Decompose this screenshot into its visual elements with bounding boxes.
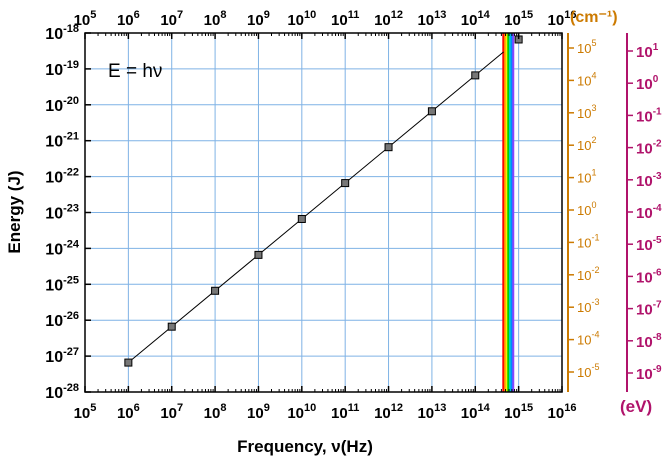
ev-tick-label: 10-8 bbox=[636, 332, 662, 351]
data-point bbox=[167, 322, 176, 331]
visible-band-stripe bbox=[510, 33, 513, 392]
x-tick-label: 1016 bbox=[548, 402, 577, 422]
fit-line bbox=[128, 51, 504, 363]
ev-tick-label: 10-7 bbox=[636, 300, 662, 319]
visible-band-stripe bbox=[508, 33, 511, 392]
visible-band-stripe bbox=[505, 33, 508, 392]
data-point bbox=[211, 286, 220, 295]
x-tick-label: 107 bbox=[160, 402, 183, 422]
data-point bbox=[384, 143, 393, 152]
data-point bbox=[341, 179, 350, 188]
x-tick-label: 1012 bbox=[374, 402, 403, 422]
y-tick-label: 10-28 bbox=[45, 382, 79, 402]
wavenumber-tick-label: 102 bbox=[577, 135, 596, 153]
x-tick-label: 1015 bbox=[504, 402, 533, 422]
x-tick-label-top: 1016 bbox=[548, 9, 577, 29]
x-tick-label-top: 105 bbox=[74, 9, 97, 29]
y-tick-label: 10-18 bbox=[45, 23, 79, 43]
y-tick-label: 10-20 bbox=[45, 95, 79, 115]
visible-band-stripe bbox=[503, 33, 506, 392]
y-tick-label: 10-21 bbox=[45, 131, 79, 151]
x-tick-label: 109 bbox=[247, 402, 270, 422]
visible-band-stripe bbox=[502, 33, 505, 392]
x-tick-label-top: 106 bbox=[117, 9, 140, 29]
data-point bbox=[427, 107, 436, 116]
x-tick-label: 1013 bbox=[417, 402, 446, 422]
wavenumber-tick-label: 10-5 bbox=[577, 362, 599, 380]
wavenumber-tick-label: 104 bbox=[577, 70, 596, 88]
wavenumber-tick-label: 10-2 bbox=[577, 265, 599, 283]
ev-tick-label: 10-2 bbox=[636, 139, 662, 158]
x-tick-label: 108 bbox=[204, 402, 227, 422]
y-tick-label: 10-27 bbox=[45, 346, 79, 366]
visible-band-stripe bbox=[507, 33, 510, 392]
ev-tick-label: 10-4 bbox=[636, 203, 662, 222]
ev-tick-label: 10-5 bbox=[636, 235, 662, 254]
y-axis-title: Energy (J) bbox=[5, 170, 24, 253]
x-tick-label-top: 1011 bbox=[331, 9, 359, 29]
x-tick-label-top: 1014 bbox=[461, 9, 491, 29]
wavenumber-tick-label: 105 bbox=[577, 38, 596, 56]
ev-unit-label: (eV) bbox=[620, 397, 652, 416]
data-point bbox=[254, 250, 263, 259]
ev-tick-label: 10-6 bbox=[636, 267, 662, 286]
x-tick-label-top: 109 bbox=[247, 9, 270, 29]
wavenumber-tick-label: 103 bbox=[577, 103, 596, 121]
equation-annotation: E = hν bbox=[108, 61, 162, 82]
x-tick-label-top: 1015 bbox=[504, 9, 533, 29]
y-tick-label: 10-22 bbox=[45, 167, 79, 187]
y-tick-label: 10-23 bbox=[45, 203, 79, 223]
ev-tick-label: 101 bbox=[636, 42, 659, 61]
y-tick-label: 10-19 bbox=[45, 59, 79, 79]
visible-band-stripe bbox=[512, 33, 515, 392]
y-tick-label: 10-24 bbox=[45, 238, 80, 258]
x-tick-label-top: 1012 bbox=[374, 9, 403, 29]
wavenumber-unit-label: (cm⁻¹) bbox=[570, 9, 618, 26]
wavenumber-tick-label: 10-1 bbox=[577, 232, 599, 250]
data-point bbox=[297, 214, 306, 223]
x-tick-label: 1010 bbox=[287, 402, 316, 422]
ev-tick-label: 10-3 bbox=[636, 171, 662, 190]
wavenumber-tick-label: 10-4 bbox=[577, 330, 599, 348]
data-point bbox=[471, 71, 480, 80]
x-tick-label-top: 1010 bbox=[287, 9, 316, 29]
x-tick-label: 1011 bbox=[331, 402, 359, 422]
ev-tick-label: 100 bbox=[636, 74, 659, 93]
y-tick-label: 10-25 bbox=[45, 274, 79, 294]
wavenumber-tick-label: 101 bbox=[577, 168, 596, 186]
x-tick-label-top: 108 bbox=[204, 9, 227, 29]
x-tick-label: 106 bbox=[117, 402, 140, 422]
x-axis-title: Frequency, ν(Hz) bbox=[237, 437, 373, 456]
wavenumber-tick-label: 100 bbox=[577, 200, 596, 218]
ev-tick-label: 10-1 bbox=[636, 106, 662, 125]
x-tick-label: 105 bbox=[74, 402, 97, 422]
data-point bbox=[124, 358, 133, 367]
wavenumber-tick-label: 10-3 bbox=[577, 297, 599, 315]
x-tick-label-top: 1013 bbox=[417, 9, 446, 29]
x-tick-label-top: 107 bbox=[160, 9, 183, 29]
ev-tick-label: 10-9 bbox=[636, 364, 662, 383]
x-tick-label: 1014 bbox=[461, 402, 491, 422]
y-tick-label: 10-26 bbox=[45, 310, 79, 330]
